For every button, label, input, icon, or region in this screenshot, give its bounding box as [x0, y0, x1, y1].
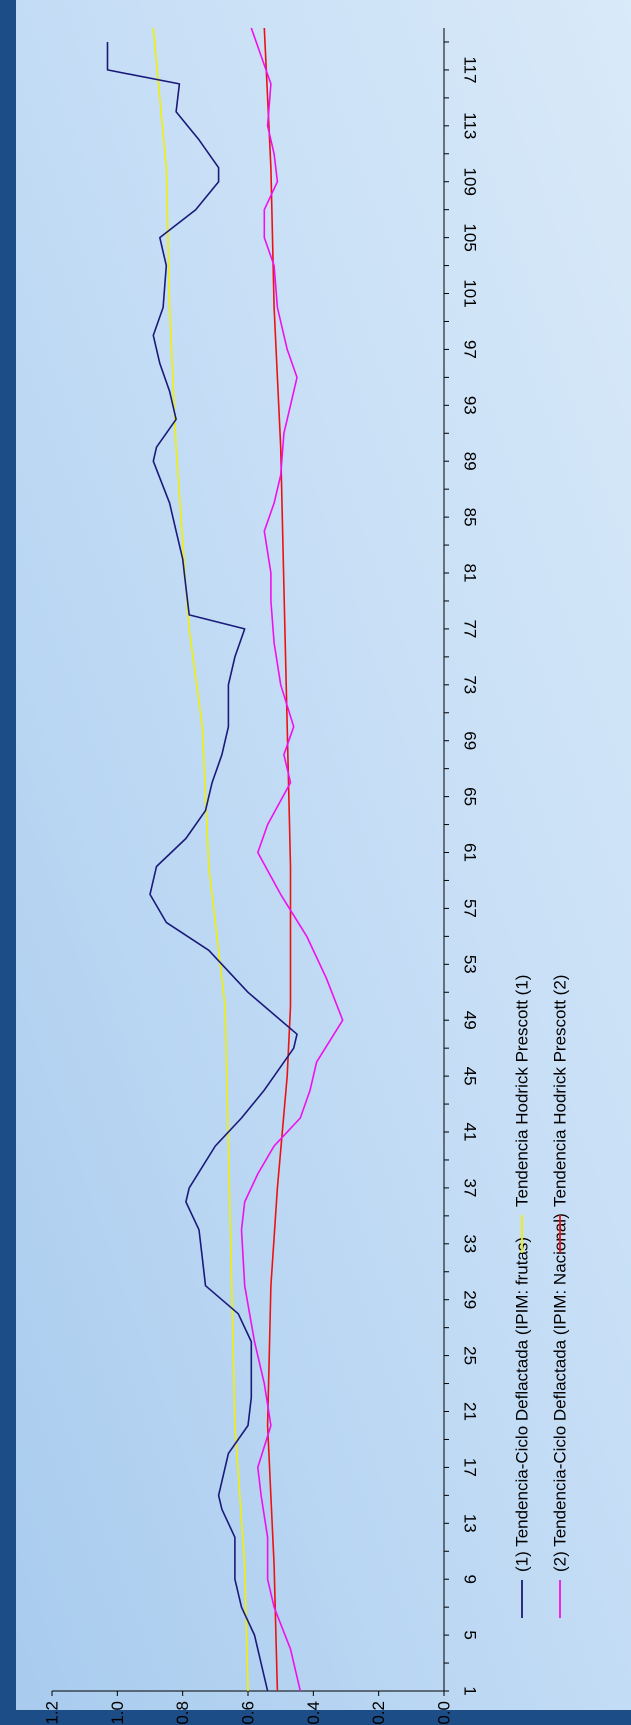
chart-background: [16, 0, 631, 1710]
x-tick-label: 57: [461, 899, 480, 918]
legend-label: (2) Tendencia-Ciclo Deflactada (IPIM: Na…: [551, 1213, 570, 1572]
x-tick-label: 89: [461, 452, 480, 471]
series-line-1: [106, 42, 298, 1692]
series-line-4: [263, 27, 292, 1692]
x-tick-label: 25: [461, 1346, 480, 1365]
x-tick-label: 85: [461, 508, 480, 527]
x-tick-label: 61: [461, 843, 480, 862]
legend-label: Tendencia Hodrick Prescott (1): [513, 975, 532, 1207]
x-tick-label: 45: [461, 1067, 480, 1086]
y-tick-label: 0.8: [173, 1701, 192, 1725]
x-tick-label: 109: [461, 168, 480, 196]
x-tick-label: 117: [461, 56, 480, 83]
x-tick-label: 93: [461, 396, 480, 415]
y-tick-label: 0.4: [304, 1701, 323, 1725]
x-tick-label: 81: [461, 564, 480, 583]
x-tick-label: 113: [461, 112, 480, 139]
x-tick-label: 21: [461, 1402, 480, 1421]
x-tick-label: 105: [461, 223, 480, 251]
y-tick-label: 0.2: [369, 1701, 388, 1725]
x-tick-label: 33: [461, 1234, 480, 1253]
x-tick-label: 17: [461, 1458, 480, 1477]
x-tick-label: 49: [461, 1011, 480, 1030]
y-tick-label: 0.6: [239, 1701, 258, 1725]
x-tick-label: 29: [461, 1290, 480, 1309]
x-tick-label: 5: [461, 1630, 480, 1639]
x-tick-label: 101: [461, 279, 480, 307]
x-tick-label: 69: [461, 731, 480, 750]
axes-layer: 1 5 9 13 17 21 25 29 33 37 41 45 49 53 57 61 65 69 73 77 81 8…: [43, 28, 480, 1725]
x-tick-label: 97: [461, 340, 480, 359]
legend-label: Tendencia Hodrick Prescott (2): [551, 975, 570, 1207]
legend-label: (1) Tendencia-Ciclo Deflactada (IPIM: fr…: [513, 1237, 532, 1572]
y-tick-label: 1.2: [43, 1701, 62, 1725]
x-tick-label: 53: [461, 955, 480, 974]
x-tick-label: 73: [461, 675, 480, 694]
x-tick-label: 9: [461, 1574, 480, 1583]
series-line-3: [240, 27, 344, 1692]
legend: (1) Tendencia-Ciclo Deflactada (IPIM: fr…: [513, 975, 570, 1618]
y-tick-label: 1.0: [108, 1701, 127, 1725]
x-tick-label: 41: [461, 1123, 480, 1142]
y-tick-label: 0.0: [435, 1701, 454, 1725]
x-tick-label: 77: [461, 619, 480, 638]
x-tick-label: 37: [461, 1178, 480, 1197]
series-layer: [106, 27, 344, 1692]
x-tick-label: 13: [461, 1514, 480, 1533]
x-tick-label: 65: [461, 787, 480, 806]
series-line-2: [152, 27, 249, 1692]
x-tick-label: 1: [461, 1686, 480, 1695]
